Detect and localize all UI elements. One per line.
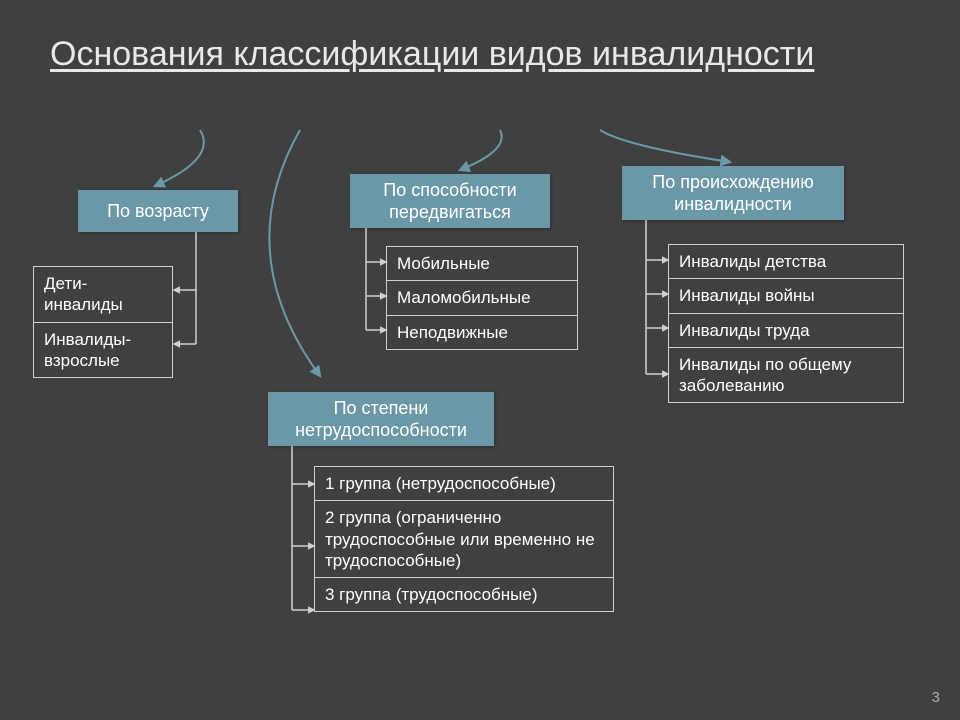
table-cell: Дети-инвалиды [34, 267, 173, 323]
table-cell: Неподвижные [387, 315, 578, 349]
page-number: 3 [932, 689, 940, 706]
category-box-work: По степени нетрудоспособности [268, 392, 494, 446]
table-cell: Инвалиды-взрослые [34, 322, 173, 378]
table-work: 1 группа (нетрудоспособные)2 группа (огр… [314, 466, 614, 612]
table-age: Дети-инвалидыИнвалиды-взрослые [33, 266, 173, 378]
category-box-mobility: По способности передвигаться [350, 174, 550, 228]
table-cell: 3 группа (трудоспособные) [315, 578, 614, 612]
table-cell: 1 группа (нетрудоспособные) [315, 467, 614, 501]
table-mobility: МобильныеМаломобильныеНеподвижные [386, 246, 578, 350]
table-cell: 2 группа (ограниченно трудоспособные или… [315, 501, 614, 578]
category-box-origin: По происхождению инвалидности [622, 166, 844, 220]
table-cell: Маломобильные [387, 281, 578, 315]
table-cell: Инвалиды войны [669, 279, 904, 313]
category-box-age: По возрасту [78, 190, 238, 232]
table-cell: Инвалиды детства [669, 245, 904, 279]
table-cell: Мобильные [387, 247, 578, 281]
table-origin: Инвалиды детстваИнвалиды войныИнвалиды т… [668, 244, 904, 403]
table-cell: Инвалиды труда [669, 313, 904, 347]
table-cell: Инвалиды по общему заболеванию [669, 347, 904, 403]
slide-title: Основания классификации видов инвалиднос… [50, 32, 814, 78]
